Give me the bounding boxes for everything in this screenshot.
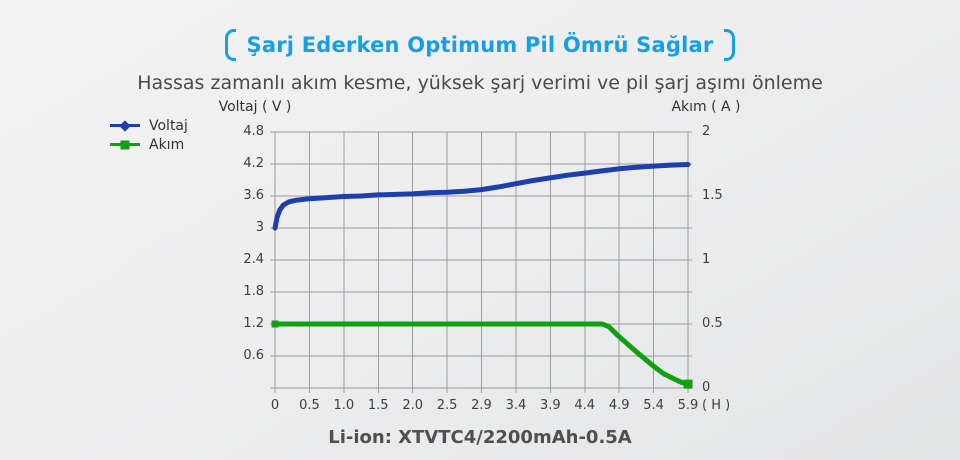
right-axis-tick: 0 [702,380,711,395]
x-axis-tick: 1.5 [367,398,389,413]
x-axis-tick: 1.0 [333,398,355,413]
x-axis-unit-label: ( H ) [702,398,731,413]
legend-line-swatch [110,119,140,132]
current-end-marker [683,379,693,389]
x-axis-tick: 4.4 [574,398,596,413]
voltage-curve [272,162,691,231]
left-axis-tick: 1.2 [243,316,264,331]
left-axis-title: Voltaj ( V ) [218,99,292,115]
x-axis-tick: 5.9 [677,398,699,413]
right-axis-tick: 0.5 [702,316,723,331]
left-axis-tick: 4.2 [243,156,264,171]
chart-caption: Li-ion: XTVTC4/2200mAh-0.5A [328,427,632,448]
x-axis-tick: 5.4 [643,398,664,413]
right-axis-title: Akım ( A ) [671,99,741,115]
x-axis-tick: 2.9 [471,398,492,413]
left-axis-tick: 3.6 [243,188,264,203]
title-bracket-right-icon [724,29,736,61]
left-axis-tick: 4.8 [243,124,264,139]
title-text: Şarj Ederken Optimum Pil Ömrü Sağlar [246,33,714,57]
left-axis-tick: 2.4 [243,252,264,267]
left-axis-tick: 0.6 [243,348,264,363]
legend-line-swatch [110,140,140,149]
chart-legend: Voltaj Akım [110,116,188,154]
x-axis-tick: 2.0 [402,398,423,413]
right-axis-tick: 2 [702,124,711,139]
x-axis-tick: 2.5 [436,398,458,413]
legend-item-voltaj: Voltaj [110,116,188,135]
legend-label: Akım [149,136,185,153]
x-axis-tick: 0 [270,398,280,413]
square-marker-icon [120,140,130,149]
left-axis-tick: 3 [255,220,264,235]
left-axis-tick: 1.8 [243,284,264,299]
x-axis-tick: 0.5 [299,398,320,413]
right-axis-tick: 1 [702,252,711,267]
legend-label: Voltaj [149,117,188,134]
page-title: Şarj Ederken Optimum Pil Ömrü Sağlar [0,27,960,63]
right-axis-tick: 1.5 [702,188,723,203]
legend-item-akm: Akım [110,135,188,154]
plot-area [270,131,693,393]
page-subtitle: Hassas zamanlı akım kesme, yüksek şarj v… [137,72,823,94]
current-end-marker [271,320,279,328]
current-curve [272,321,691,387]
x-axis-tick: 4.9 [608,398,630,413]
title-bracket-left-icon [224,29,236,61]
x-axis-tick: 3.4 [505,398,527,413]
x-axis-tick: 3.9 [539,398,561,413]
